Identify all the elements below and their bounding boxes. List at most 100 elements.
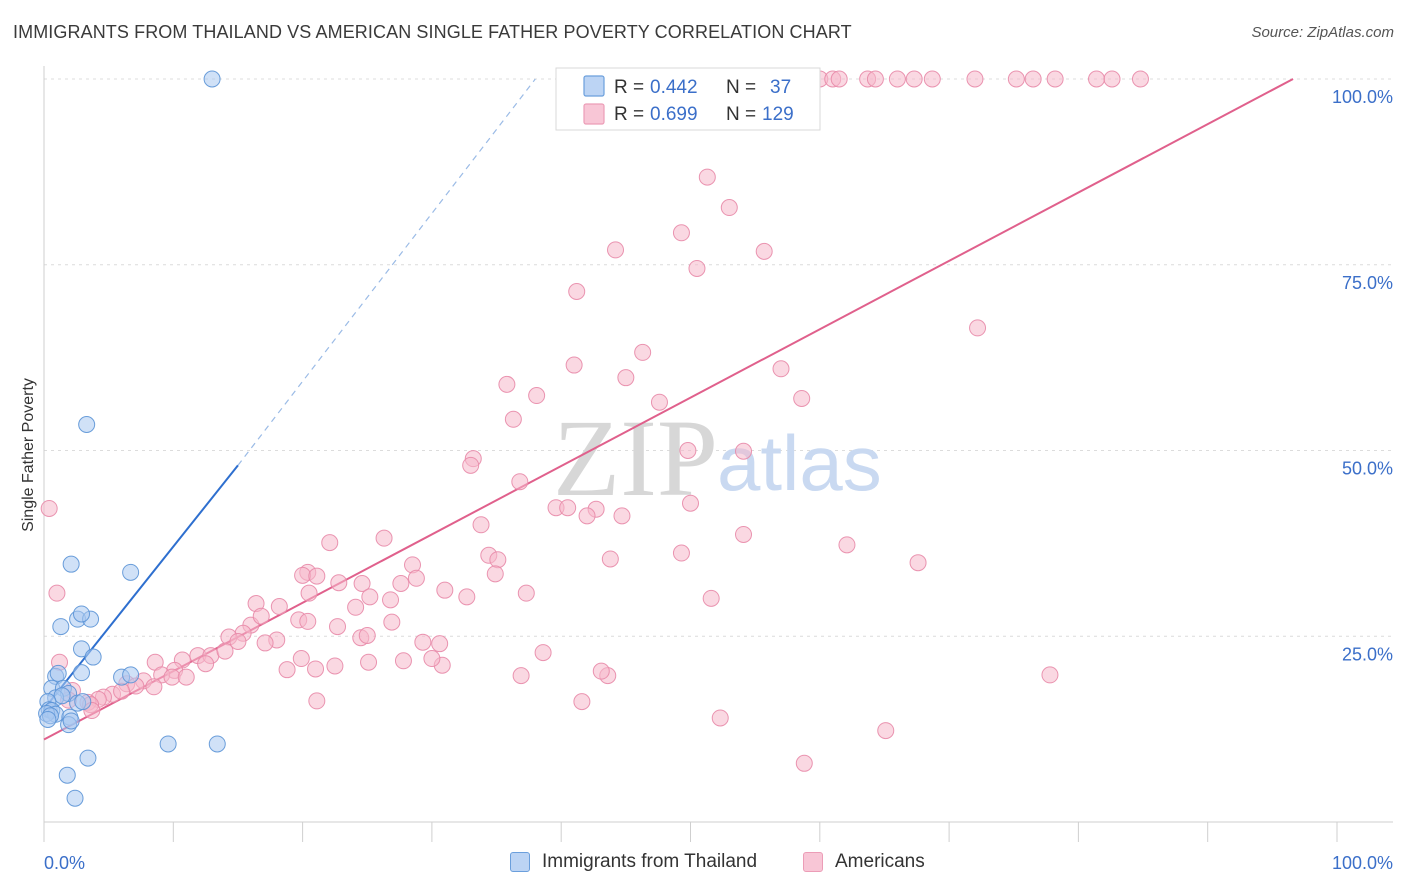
- thailand-point-7: [72, 605, 90, 623]
- americans-point-22: [969, 319, 987, 337]
- legend-swatch-blue: [583, 75, 605, 97]
- thailand-point-28: [39, 710, 57, 728]
- thailand-point-19: [53, 687, 71, 705]
- y-tick-label-0: 25.0%: [1342, 644, 1393, 664]
- americans-point-130: [423, 650, 441, 668]
- americans-point-24: [565, 356, 583, 374]
- americans-point-122: [711, 709, 729, 727]
- americans-point-39: [559, 499, 577, 517]
- americans-point-128: [278, 661, 296, 679]
- thailand-points: [38, 70, 226, 807]
- americans-point-99: [163, 668, 181, 686]
- americans-point-65: [382, 591, 400, 609]
- americans-point-58: [330, 574, 348, 592]
- americans-point-37: [682, 494, 699, 512]
- americans-point-57: [486, 565, 504, 583]
- trend-line-thailand-extension: [237, 78, 536, 466]
- bottom-legend-americans: Americans: [803, 851, 925, 873]
- americans-point-7: [923, 70, 941, 88]
- americans-point-61: [407, 569, 425, 587]
- y-tick-label-1: 50.0%: [1342, 459, 1393, 479]
- americans-point-47: [838, 536, 856, 554]
- legend-n-value-blue: 37: [770, 77, 791, 98]
- thailand-point-12: [49, 664, 67, 682]
- americans-point-103: [1041, 666, 1059, 684]
- americans-point-55: [294, 566, 312, 584]
- y-axis-label: Single Father Poverty: [20, 378, 37, 532]
- americans-point-13: [1103, 70, 1121, 88]
- americans-point-52: [909, 554, 927, 572]
- americans-point-42: [613, 507, 631, 525]
- americans-point-95: [307, 660, 325, 678]
- y-tick-label-2: 75.0%: [1342, 273, 1393, 293]
- legend-r-value-pink: 0.699: [650, 104, 698, 125]
- americans-point-77: [329, 618, 347, 636]
- americans-point-30: [793, 389, 811, 407]
- americans-point-43: [472, 516, 490, 534]
- americans-point-21: [568, 282, 586, 300]
- legend-swatch-pink: [583, 103, 605, 125]
- americans-point-86: [414, 633, 432, 651]
- americans-point-94: [326, 657, 344, 675]
- thailand-point-33: [208, 735, 226, 753]
- legend-r-label-blue: R =: [614, 77, 644, 98]
- y-tick-labels: 25.0% 50.0% 75.0% 100.0%: [1332, 87, 1393, 664]
- thailand-point-8: [72, 640, 90, 658]
- americans-point-4: [866, 70, 884, 88]
- americans-point-41: [578, 507, 596, 525]
- americans-point-124: [795, 754, 813, 772]
- americans-point-87: [534, 644, 552, 662]
- americans-point-28: [528, 387, 546, 405]
- americans-point-27: [498, 375, 516, 393]
- americans-point-5: [888, 70, 906, 88]
- americans-point-10: [1024, 70, 1042, 88]
- legend-r-value-blue: 0.442: [650, 77, 698, 98]
- thailand-point-1: [78, 415, 96, 433]
- americans-point-119: [48, 584, 66, 602]
- americans-point-17: [672, 224, 690, 242]
- bottom-legend: Immigrants from Thailand Americans: [0, 851, 1406, 879]
- americans-point-51: [601, 550, 619, 568]
- americans-point-100: [177, 668, 195, 686]
- thailand-point-2: [62, 555, 80, 573]
- americans-point-76: [383, 613, 401, 631]
- americans-point-67: [517, 584, 535, 602]
- americans-point-26: [617, 369, 635, 387]
- thailand-point-3: [122, 563, 140, 581]
- x-tick-max: 100.0%: [1332, 853, 1393, 873]
- thailand-point-32: [159, 735, 177, 753]
- americans-point-56: [308, 567, 326, 585]
- americans-points: [40, 70, 1149, 772]
- americans-point-50: [489, 551, 507, 569]
- americans-point-117: [308, 692, 326, 710]
- americans-point-25: [772, 360, 790, 378]
- americans-point-19: [755, 242, 773, 260]
- americans-point-31: [504, 410, 522, 428]
- americans-point-44: [735, 525, 753, 543]
- americans-point-46: [321, 534, 339, 552]
- americans-point-107: [145, 678, 163, 696]
- americans-point-20: [688, 259, 706, 277]
- thailand-point-14: [122, 666, 140, 684]
- americans-point-71: [347, 598, 365, 616]
- americans-point-74: [252, 607, 270, 625]
- chart-title: IMMIGRANTS FROM THAILAND VS AMERICAN SIN…: [13, 22, 852, 42]
- thailand-point-9: [84, 648, 102, 666]
- americans-point-60: [392, 574, 410, 592]
- americans-point-45: [375, 529, 393, 547]
- americans-point-29: [650, 393, 668, 411]
- americans-point-75: [299, 612, 317, 630]
- bottom-legend-label-americans: Americans: [835, 851, 925, 872]
- legend-n-label-blue: N =: [726, 77, 756, 98]
- americans-point-59: [353, 574, 371, 592]
- thailand-point-4: [52, 618, 70, 636]
- thailand-point-22: [74, 693, 92, 711]
- thailand-point-0: [203, 70, 221, 88]
- americans-point-68: [702, 589, 720, 607]
- bottom-legend-swatch-blue: [510, 852, 530, 872]
- thailand-point-10: [72, 664, 90, 682]
- americans-point-8: [966, 70, 984, 88]
- bottom-legend-thailand: Immigrants from Thailand: [510, 851, 757, 873]
- americans-point-66: [458, 588, 476, 606]
- legend-box: R = 0.442 N = 37 R = 0.699 N = 129: [555, 67, 821, 131]
